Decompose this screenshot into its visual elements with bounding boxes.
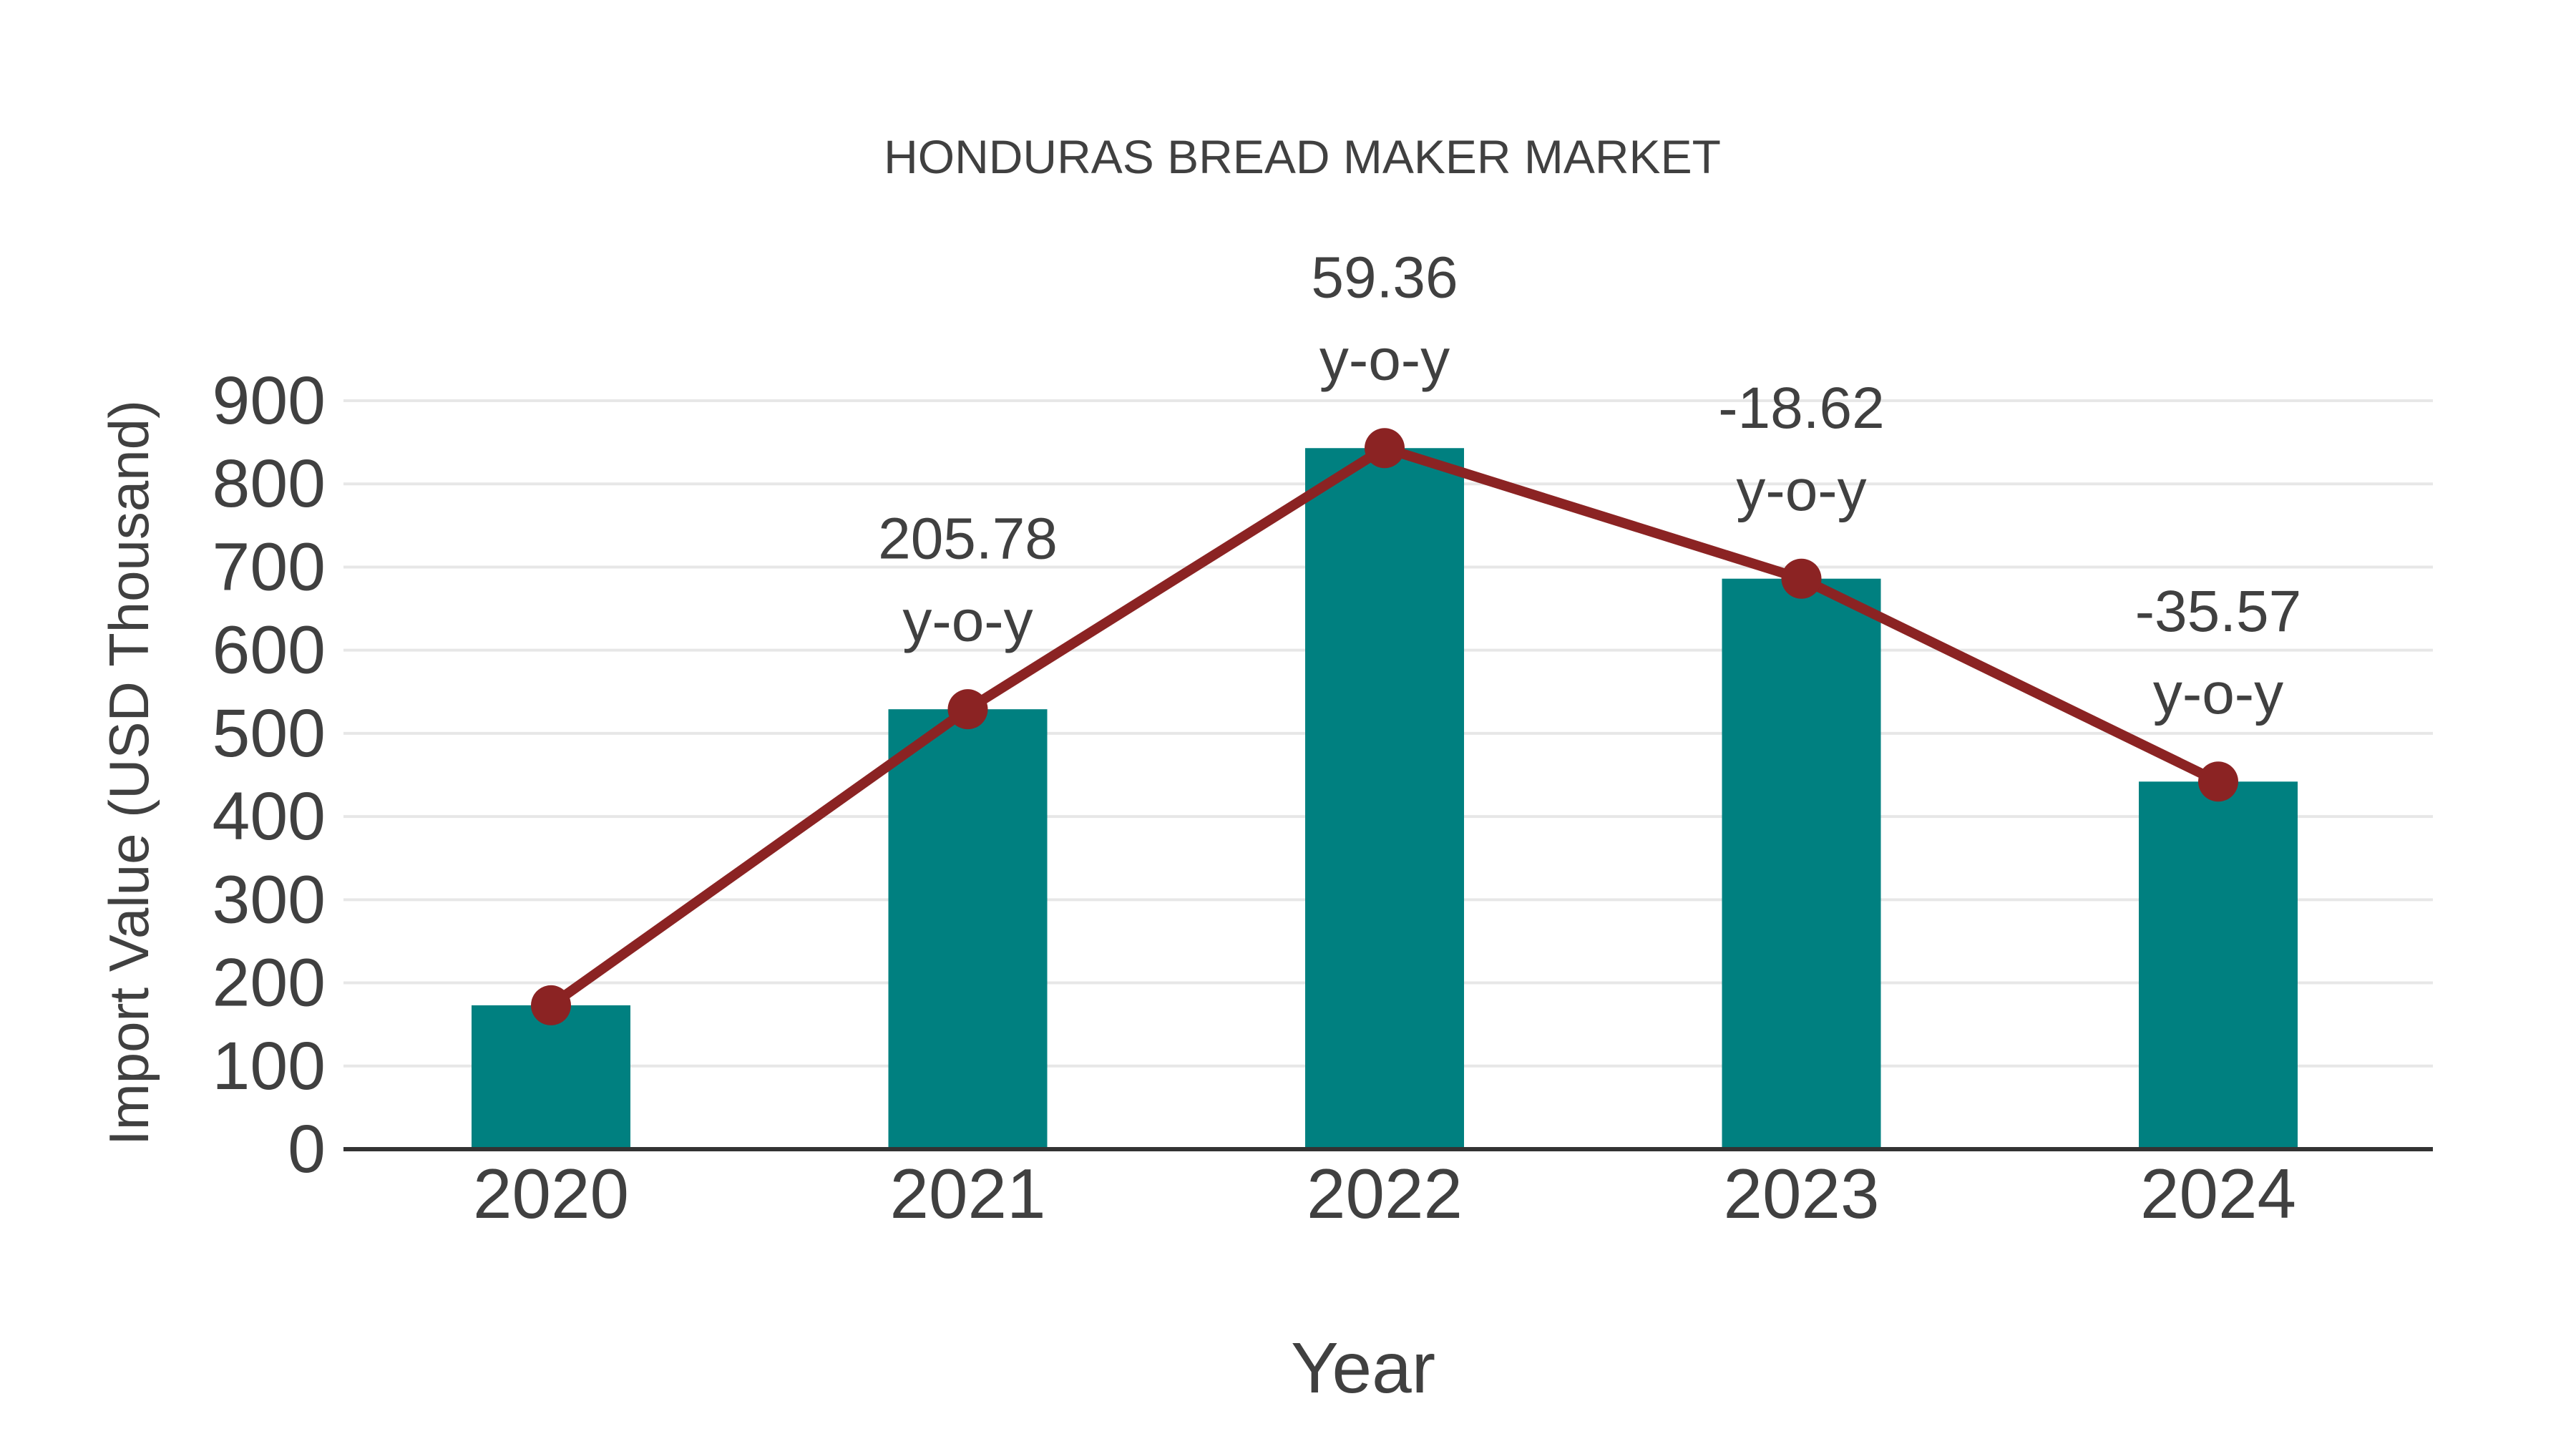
bar-2021 <box>888 709 1048 1149</box>
x-tick-label-2022: 2022 <box>1307 1154 1463 1233</box>
annotation-value-2022: 59.36 <box>1311 245 1458 311</box>
x-tick-label-2024: 2024 <box>2140 1154 2296 1233</box>
trend-marker-2021 <box>947 689 988 730</box>
x-tick-label-2023: 2023 <box>1723 1154 1879 1233</box>
trend-marker-2022 <box>1365 428 1405 469</box>
x-tick-label-2021: 2021 <box>889 1154 1045 1233</box>
x-tick-label-2020: 2020 <box>473 1154 629 1233</box>
y-tick-label-300: 300 <box>212 862 326 937</box>
annotation-yoy-2024: y-o-y <box>2153 661 2283 726</box>
bar-2022 <box>1305 448 1464 1149</box>
x-axis-title: Year <box>1291 1328 1435 1408</box>
y-tick-label-900: 900 <box>212 363 326 439</box>
y-tick-label-200: 200 <box>212 945 326 1021</box>
trend-marker-2020 <box>531 985 571 1025</box>
y-axis-title: Import Value (USD Thousand) <box>97 400 160 1146</box>
bar-2020 <box>472 1005 630 1149</box>
bar-2023 <box>1722 578 1881 1149</box>
annotation-yoy-2023: y-o-y <box>1736 458 1866 523</box>
y-tick-label-800: 800 <box>212 446 326 522</box>
y-tick-label-400: 400 <box>212 779 326 854</box>
annotation-value-2021: 205.78 <box>878 507 1058 572</box>
annotation-yoy-2022: y-o-y <box>1319 328 1450 393</box>
annotation-value-2024: -35.57 <box>2135 579 2302 644</box>
y-tick-label-0: 0 <box>288 1111 326 1187</box>
y-tick-label-700: 700 <box>212 529 326 605</box>
y-tick-label-600: 600 <box>212 613 326 688</box>
annotation-yoy-2021: y-o-y <box>902 589 1033 654</box>
y-tick-label-100: 100 <box>212 1028 326 1104</box>
chart-title: HONDURAS BREAD MAKER MARKET <box>884 130 1721 183</box>
trend-marker-2023 <box>1781 558 1822 599</box>
bar-2024 <box>2139 781 2298 1149</box>
annotation-value-2023: -18.62 <box>1718 376 1885 441</box>
trend-marker-2024 <box>2198 761 2238 802</box>
y-tick-label-500: 500 <box>212 696 326 771</box>
